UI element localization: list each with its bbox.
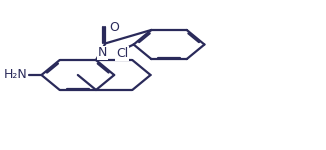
Text: N: N — [97, 46, 107, 59]
Text: Cl: Cl — [116, 47, 128, 60]
Text: O: O — [109, 21, 119, 33]
Text: H₂N: H₂N — [4, 69, 27, 81]
